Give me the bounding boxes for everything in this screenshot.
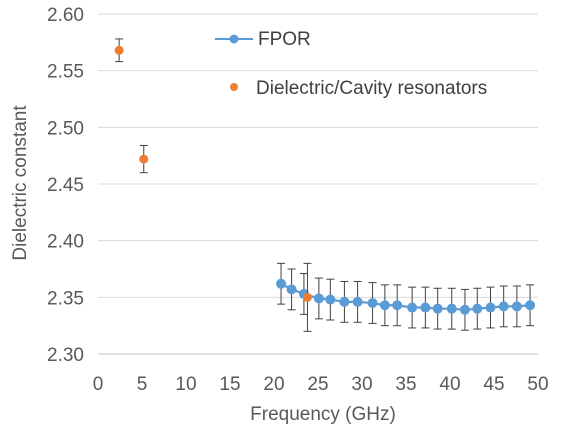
plot-area bbox=[114, 38, 536, 332]
x-axis-title: Frequency (GHz) bbox=[250, 404, 396, 425]
data-point bbox=[367, 298, 378, 308]
data-point bbox=[459, 304, 470, 315]
x-tick-labels: 0 5 10 15 20 25 30 35 40 45 50 bbox=[93, 374, 549, 395]
data-point bbox=[114, 45, 124, 55]
data-point bbox=[139, 154, 149, 164]
x-tick-label: 25 bbox=[307, 374, 328, 395]
gridlines bbox=[98, 13, 538, 355]
x-tick-label: 0 bbox=[93, 374, 104, 395]
legend-label-resonators: Dielectric/Cavity resonators bbox=[256, 78, 487, 99]
x-tick-label: 45 bbox=[483, 374, 504, 395]
x-tick-label: 30 bbox=[351, 374, 372, 395]
data-point bbox=[339, 296, 350, 307]
data-point bbox=[498, 301, 509, 312]
y-tick-label: 2.55 bbox=[47, 62, 84, 83]
y-tick-label: 2.35 bbox=[47, 288, 84, 309]
data-point bbox=[420, 302, 431, 313]
y-tick-label: 2.45 bbox=[47, 175, 84, 196]
data-point bbox=[286, 284, 297, 295]
y-tick-label: 2.40 bbox=[47, 232, 84, 253]
y-tick-label: 2.60 bbox=[47, 5, 84, 26]
x-tick-label: 10 bbox=[175, 374, 196, 395]
data-point bbox=[352, 296, 363, 307]
y-tick-label: 2.50 bbox=[47, 118, 84, 139]
legend: FPOR Dielectric/Cavity resonators bbox=[215, 29, 487, 99]
data-point bbox=[313, 293, 324, 304]
data-point bbox=[379, 300, 390, 311]
x-tick-label: 35 bbox=[395, 374, 416, 395]
data-point bbox=[392, 300, 403, 311]
data-point bbox=[325, 294, 336, 305]
data-point bbox=[511, 301, 522, 312]
y-tick-labels: 2.30 2.35 2.40 2.45 2.50 2.55 2.60 bbox=[47, 5, 84, 366]
x-tick-label: 20 bbox=[263, 374, 284, 395]
data-point bbox=[485, 302, 496, 313]
data-point bbox=[472, 303, 483, 314]
data-point bbox=[432, 303, 443, 314]
legend-entry-fpor: FPOR bbox=[215, 29, 311, 50]
y-axis-title: Dielectric constant bbox=[10, 105, 31, 261]
x-tick-label: 15 bbox=[219, 374, 240, 395]
data-point bbox=[276, 278, 287, 289]
legend-label-fpor: FPOR bbox=[258, 29, 311, 50]
data-point bbox=[407, 302, 418, 313]
data-point bbox=[525, 300, 536, 311]
x-tick-label: 50 bbox=[527, 374, 548, 395]
y-tick-label: 2.30 bbox=[47, 345, 84, 366]
series-resonators bbox=[114, 38, 312, 332]
legend-marker-resonators bbox=[230, 83, 238, 91]
data-point bbox=[446, 303, 457, 314]
legend-entry-resonators: Dielectric/Cavity resonators bbox=[230, 78, 487, 99]
legend-marker-fpor bbox=[229, 34, 239, 44]
x-tick-label: 40 bbox=[439, 374, 460, 395]
x-tick-label: 5 bbox=[137, 374, 148, 395]
data-point bbox=[302, 292, 312, 302]
series-fpor bbox=[276, 262, 536, 331]
